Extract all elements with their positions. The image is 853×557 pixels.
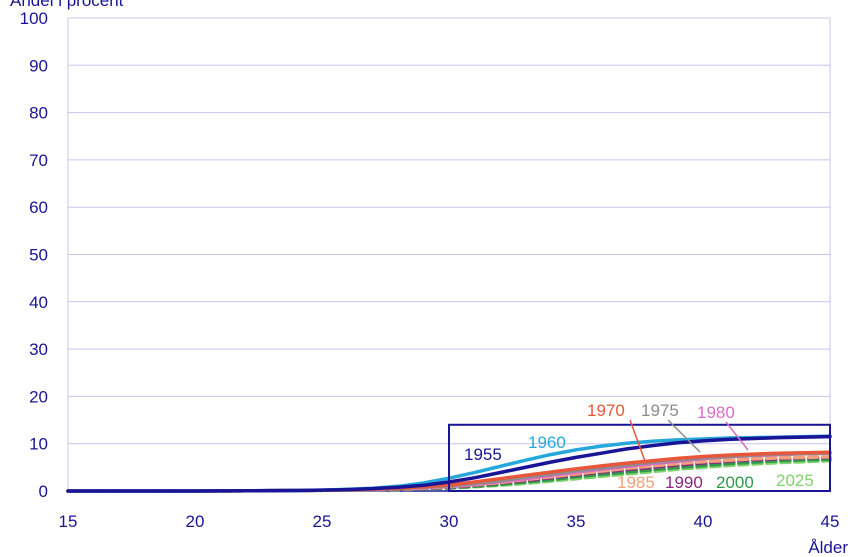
series-label-2000: 2000 [716, 473, 754, 492]
series-label-1990: 1990 [665, 473, 703, 492]
series-line-1955 [66, 434, 832, 493]
y-axis-title: Andel i procent [10, 0, 124, 10]
series-label-1975: 1975 [641, 401, 679, 420]
series-label-1970: 1970 [587, 401, 625, 420]
x-tick-label: 15 [59, 512, 78, 531]
x-tick-label: 40 [694, 512, 713, 531]
series-label-1955: 1955 [464, 445, 502, 464]
x-tick-label: 20 [186, 512, 205, 531]
series-lines [66, 434, 832, 493]
zoom-box [448, 423, 831, 492]
series-label-1960: 1960 [528, 433, 566, 452]
y-tick-label: 90 [29, 56, 48, 75]
y-tick-label: 70 [29, 151, 48, 170]
x-tick-label: 30 [440, 512, 459, 531]
y-tick-label: 10 [29, 435, 48, 454]
y-tick-label: 40 [29, 293, 48, 312]
y-tick-label: 100 [20, 9, 48, 28]
y-tick-label: 30 [29, 340, 48, 359]
x-axis-title: Ålder [808, 538, 848, 557]
y-tick-label: 20 [29, 387, 48, 406]
leader-line-1980 [725, 421, 749, 451]
series-labels: 1955 1960 1970 1975 1980 1985 1990 2000 2025 [464, 401, 814, 492]
x-tick-label: 25 [313, 512, 332, 531]
leader-line-1975 [667, 419, 701, 453]
leader-line-1970 [629, 419, 647, 465]
y-tick-label: 50 [29, 246, 48, 265]
series-label-2025: 2025 [776, 471, 814, 490]
y-tick-labels: 0 10 20 30 40 50 60 70 80 90 100 [20, 9, 48, 501]
series-label-1980: 1980 [697, 403, 735, 422]
y-tick-label: 0 [39, 482, 48, 501]
x-tick-label: 45 [821, 512, 840, 531]
y-tick-label: 60 [29, 198, 48, 217]
x-tick-label: 35 [567, 512, 586, 531]
series-label-1985: 1985 [617, 473, 655, 492]
y-tick-label: 80 [29, 104, 48, 123]
x-tick-labels: 15 20 25 30 35 40 45 [59, 512, 840, 531]
